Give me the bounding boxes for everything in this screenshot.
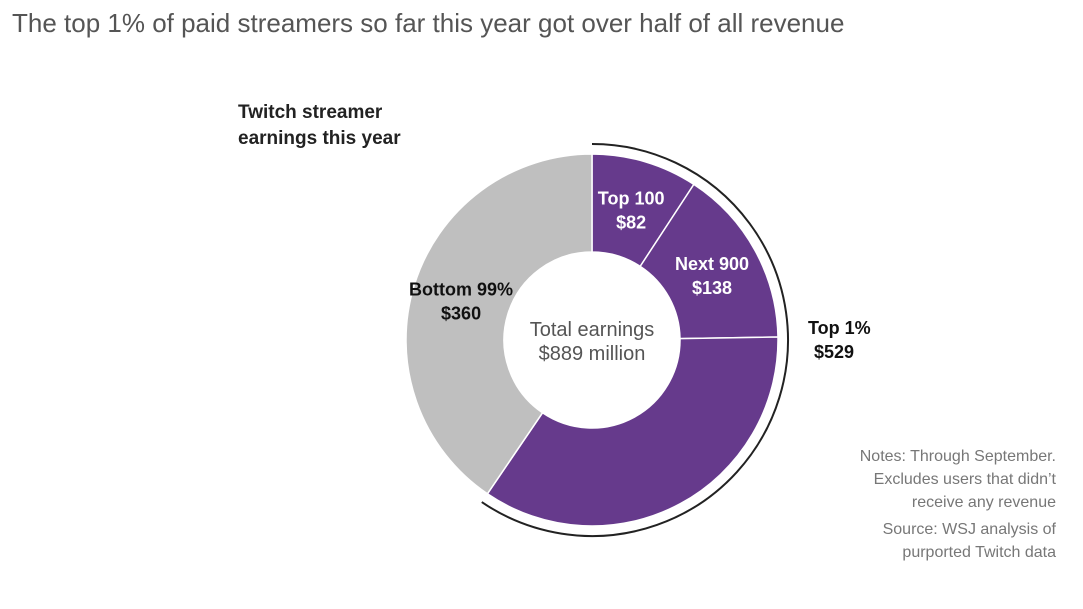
notes-text: Notes: Through September. Excludes users… xyxy=(859,448,1056,511)
center-label-line1: Total earnings xyxy=(530,319,655,341)
slice-value-label: $138 xyxy=(692,278,732,298)
slice-label: Next 900 xyxy=(675,254,749,274)
slice-value-label: $360 xyxy=(441,304,481,324)
donut-slice-top-1-remainder xyxy=(486,336,779,527)
chart-subtitle: Twitch streamer earnings this year xyxy=(238,102,401,149)
chart-title: The top 1% of paid streamers so far this… xyxy=(12,8,845,38)
bracket-label-line2: $529 xyxy=(814,342,854,362)
bracket-label-line1: Top 1% xyxy=(808,318,871,338)
slice-label: Bottom 99% xyxy=(409,280,513,300)
slice-label: Top 100 xyxy=(598,189,665,209)
notes-block: Notes: Through September. Excludes users… xyxy=(826,445,1056,568)
donut-slice-bottom-99- xyxy=(405,153,593,495)
center-label-line2: $889 million xyxy=(539,343,646,365)
source-text: Source: WSJ analysis of purported Twitch… xyxy=(882,521,1056,561)
slice-value-label: $82 xyxy=(616,213,646,233)
donut-slice-next-900 xyxy=(639,183,779,340)
top-1-percent-bracket xyxy=(481,143,789,537)
